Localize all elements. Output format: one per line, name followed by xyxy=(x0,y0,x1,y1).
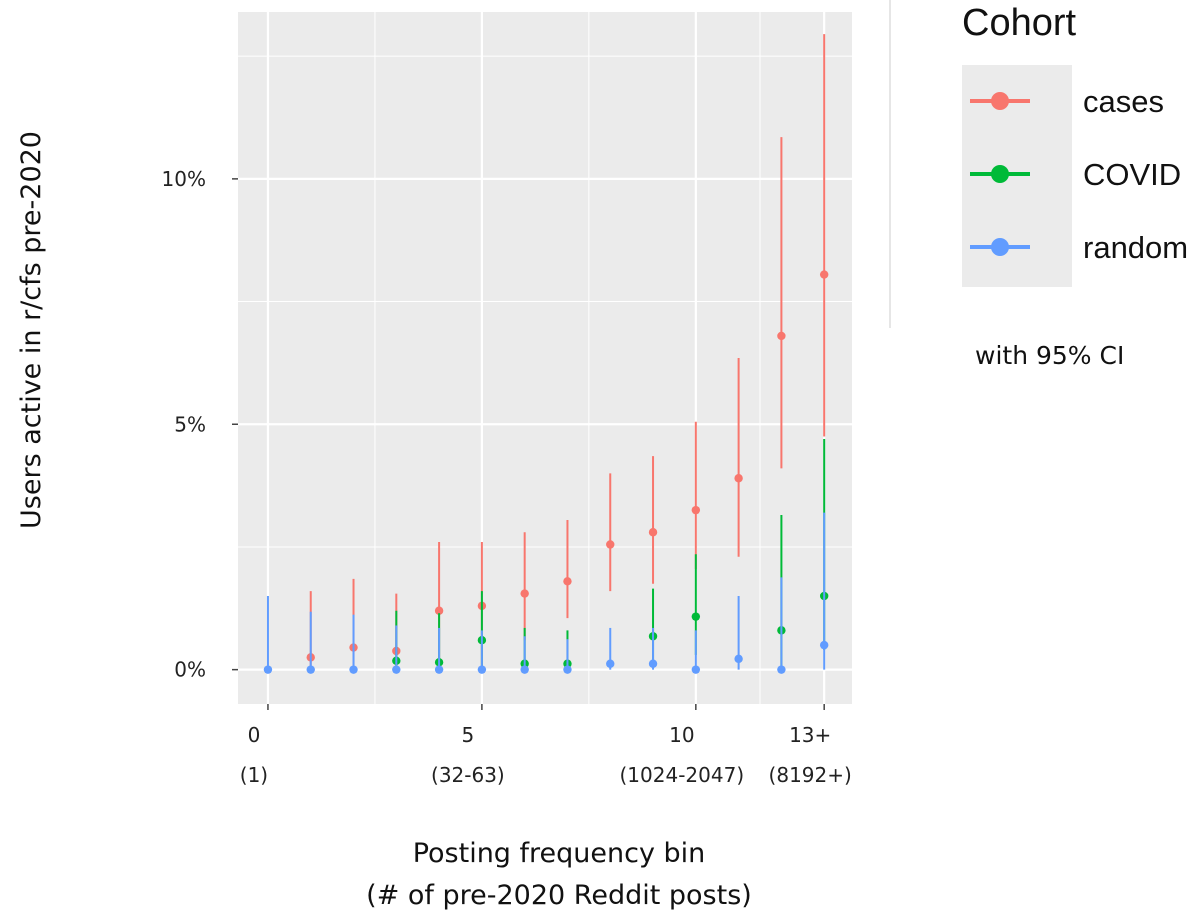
data-point xyxy=(819,270,829,279)
x-axis-ticks: 0 (1) 5 (32-63) 10 (1024-2047) 13+ (8192+) xyxy=(240,704,852,787)
series-random xyxy=(263,512,829,674)
x-tick-label: 5 xyxy=(462,723,475,747)
data-point xyxy=(606,659,615,668)
data-point xyxy=(734,474,743,483)
grid-minor xyxy=(238,12,852,704)
data-point xyxy=(734,654,743,664)
data-point xyxy=(434,606,444,615)
data-point xyxy=(306,665,315,674)
data-point xyxy=(477,665,487,674)
plot-panel xyxy=(238,12,852,704)
data-point xyxy=(392,665,401,674)
data-point xyxy=(777,665,786,674)
data-point xyxy=(691,505,701,515)
x-tick-label: 0 xyxy=(248,723,261,747)
x-axis-title-line2: (# of pre-2020 Reddit posts) xyxy=(366,880,752,911)
legend: Cohort cases COVID random with 95% CI xyxy=(889,0,1188,370)
x-tick-sublabel: (8192+) xyxy=(769,763,852,787)
x-tick-label: 10 xyxy=(669,723,694,747)
data-marks xyxy=(263,34,829,674)
legend-label: random xyxy=(1083,230,1188,265)
data-point xyxy=(520,665,529,674)
x-tick-sublabel: (1024-2047) xyxy=(620,763,745,787)
y-axis-title: Users active in r/cfs pre-2020 xyxy=(16,131,47,529)
data-point xyxy=(263,665,273,674)
data-point xyxy=(563,665,572,674)
legend-label: COVID xyxy=(1083,157,1181,192)
x-tick-sublabel: (32-63) xyxy=(431,763,505,787)
data-point xyxy=(777,331,786,341)
x-tick-sublabel: (1) xyxy=(240,763,268,787)
data-point xyxy=(563,577,572,586)
legend-item-COVID: COVID xyxy=(970,157,1181,192)
data-point xyxy=(819,640,829,650)
legend-item-random: random xyxy=(970,230,1188,265)
data-point xyxy=(434,665,444,674)
y-tick-label: 10% xyxy=(162,167,206,191)
data-point xyxy=(648,528,658,537)
data-point xyxy=(648,659,658,668)
data-point xyxy=(520,589,529,598)
y-tick-label: 5% xyxy=(174,412,206,436)
x-axis-title: Posting frequency bin xyxy=(413,838,706,869)
data-point xyxy=(691,665,701,674)
ci-note: with 95% CI xyxy=(975,341,1124,370)
legend-key-point xyxy=(991,165,1009,183)
y-tick-label: 0% xyxy=(174,658,206,682)
legend-item-cases: cases xyxy=(970,84,1164,119)
y-axis-ticks: 0% 5% 10% xyxy=(162,167,238,682)
legend-key-point xyxy=(991,238,1009,256)
legend-label: cases xyxy=(1083,84,1164,119)
data-point xyxy=(691,612,701,621)
x-tick-label: 13+ xyxy=(789,723,831,747)
data-point xyxy=(606,540,615,549)
data-point xyxy=(349,665,358,674)
legend-key-point xyxy=(991,92,1009,110)
legend-title: Cohort xyxy=(962,2,1076,44)
